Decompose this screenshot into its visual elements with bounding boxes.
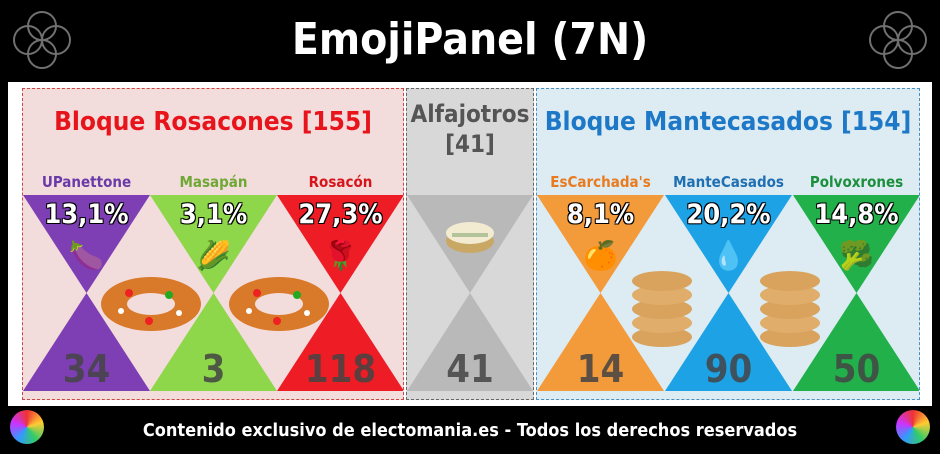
party-percentage: 14,8%	[814, 199, 899, 230]
flower-icon	[869, 11, 927, 69]
orange-icon: 🍊	[583, 240, 618, 271]
party-name: Rosacón	[308, 173, 373, 191]
party-name: UPanettone	[41, 173, 132, 191]
party-upanettone: UPanettone 13,1% 🍆 34	[23, 169, 150, 391]
party-name: Polvoxrones	[809, 173, 904, 191]
party-seats: 34	[62, 347, 111, 391]
footer-bar: Contenido exclusivo de electomania.es - …	[0, 406, 940, 454]
party-seats: 3	[201, 347, 226, 391]
broccoli-icon: 🥦	[839, 240, 874, 271]
main-panel: Bloque Rosacones [155] UPanettone 13,1% …	[8, 82, 932, 406]
block-title: Alfajotros [41]	[407, 99, 533, 159]
mantecados-image	[760, 271, 820, 347]
party-seats: 41	[446, 347, 494, 391]
party-rosacon: Rosacón 27,3% 🌹 118	[277, 169, 403, 391]
corn-icon: 🌽	[196, 240, 231, 271]
party-percentage: 3,1%	[179, 199, 248, 230]
party-percentage: 13,1%	[44, 199, 129, 230]
party-alfajotros: 41	[407, 169, 533, 391]
alfajor-image	[446, 222, 494, 253]
party-percentage: 27,3%	[298, 199, 383, 230]
party-seats: 14	[576, 347, 625, 391]
hourglass-shape	[150, 195, 277, 391]
block-alfajotros: Alfajotros [41] 41	[406, 88, 534, 400]
roscon-image	[101, 277, 201, 331]
block-mantecasados: Bloque Mantecasados [154] EsCarchada's 8…	[536, 88, 920, 400]
roscon-image	[229, 277, 329, 331]
mantecados-image	[632, 271, 692, 347]
party-masapan: Masapán 3,1% 🌽 3	[150, 169, 277, 391]
electomania-logo-icon	[896, 410, 930, 444]
party-seats: 50	[832, 347, 881, 391]
hourglass-shape	[537, 195, 664, 391]
party-escarchadas: EsCarchada's 8,1% 🍊 14	[537, 169, 664, 391]
block-title: Bloque Rosacones [155]	[54, 107, 372, 137]
hourglass-shape	[793, 195, 919, 391]
party-mantecasados: ManteCasados 20,2% 💧 90	[665, 169, 792, 391]
eggplant-icon: 🍆	[69, 240, 104, 271]
party-percentage: 8,1%	[566, 199, 635, 230]
block-rosacones: Bloque Rosacones [155] UPanettone 13,1% …	[22, 88, 404, 400]
droplet-icon: 💧	[711, 240, 746, 271]
rose-icon: 🌹	[323, 240, 358, 271]
party-name: ManteCasados	[673, 173, 784, 191]
footer-text: Contenido exclusivo de electomania.es - …	[142, 420, 798, 441]
block-title-name: Alfajotros	[410, 100, 530, 128]
block-title-seats: [41]	[445, 130, 495, 158]
party-name: Masapán	[179, 173, 248, 191]
party-seats: 118	[304, 347, 377, 391]
flower-icon	[13, 11, 71, 69]
party-polvoxrones: Polvoxrones 14,8% 🥦 50	[793, 169, 919, 391]
hourglass-shape	[23, 195, 150, 391]
block-title: Bloque Mantecasados [154]	[544, 107, 912, 137]
party-percentage: 20,2%	[686, 199, 771, 230]
hourglass-shape	[277, 195, 403, 391]
party-seats: 90	[704, 347, 753, 391]
party-name: EsCarchada's	[550, 173, 651, 191]
hourglass-shape	[665, 195, 792, 391]
header-bar: EmojiPanel (7N)	[0, 0, 940, 82]
page-title: EmojiPanel (7N)	[291, 14, 649, 65]
electomania-logo-icon	[10, 410, 44, 444]
